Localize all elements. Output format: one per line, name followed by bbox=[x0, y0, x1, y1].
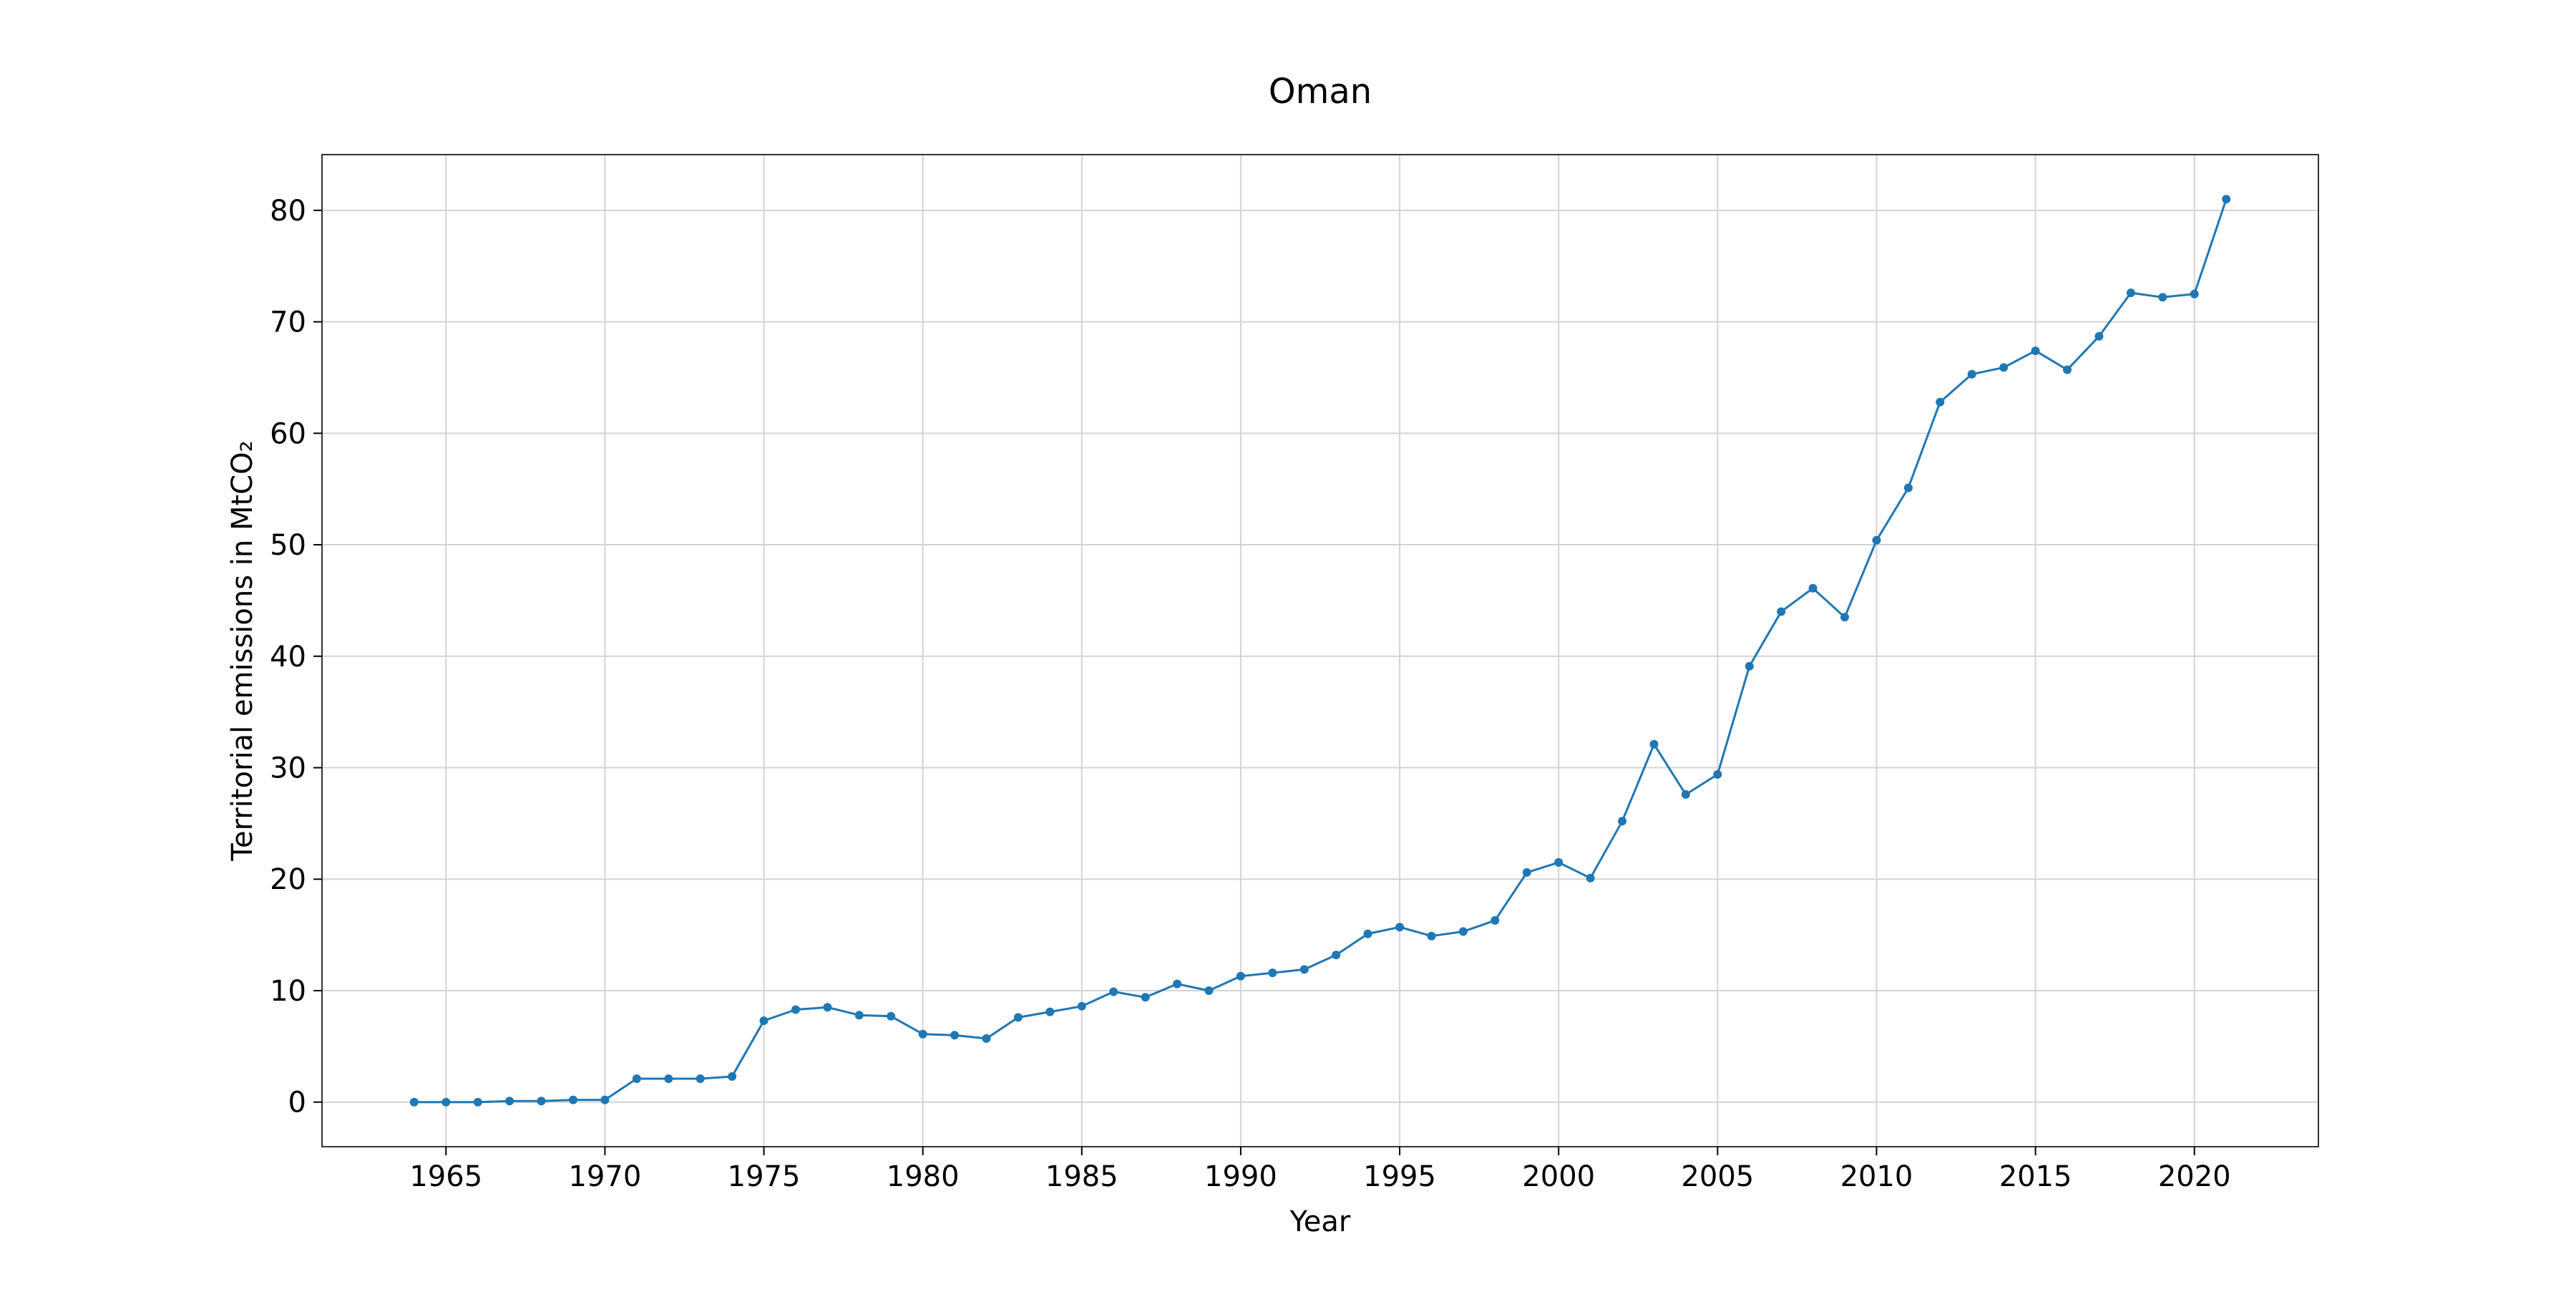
y-tick-label: 50 bbox=[270, 529, 306, 562]
x-tick-label: 2005 bbox=[1681, 1160, 1754, 1193]
data-point bbox=[887, 1011, 896, 1021]
data-point bbox=[1491, 915, 1500, 925]
data-point bbox=[1204, 986, 1214, 995]
data-point bbox=[1299, 965, 1309, 974]
data-point bbox=[2190, 289, 2199, 298]
data-point bbox=[2094, 331, 2104, 341]
x-tick-label: 1995 bbox=[1363, 1160, 1436, 1193]
data-point bbox=[569, 1095, 577, 1104]
x-tick-label: 1980 bbox=[887, 1160, 960, 1193]
data-point bbox=[982, 1034, 991, 1043]
data-point bbox=[1363, 929, 1372, 938]
data-point bbox=[1141, 993, 1150, 1002]
data-point bbox=[1013, 1013, 1023, 1022]
x-tick-label: 2000 bbox=[1522, 1160, 1595, 1193]
grid bbox=[322, 155, 2318, 1147]
data-point bbox=[696, 1074, 705, 1083]
x-axis-label: Year bbox=[1289, 1205, 1351, 1238]
data-point bbox=[854, 1011, 864, 1020]
data-point bbox=[1586, 873, 1595, 883]
data-point bbox=[2222, 195, 2231, 204]
y-tick-label: 20 bbox=[270, 863, 306, 896]
data-point bbox=[1903, 483, 1913, 492]
data-point bbox=[1554, 858, 1563, 867]
y-tick-label: 70 bbox=[270, 306, 306, 339]
data-point bbox=[1236, 971, 1245, 981]
y-tick-label: 0 bbox=[288, 1087, 306, 1119]
series bbox=[409, 195, 2231, 1107]
plot-area-border bbox=[321, 154, 2319, 1147]
data-point bbox=[1618, 817, 1627, 826]
data-point bbox=[1268, 968, 1277, 978]
data-point bbox=[1649, 739, 1659, 749]
data-point bbox=[600, 1095, 610, 1104]
data-point bbox=[1045, 1007, 1055, 1016]
data-point bbox=[1840, 613, 1849, 622]
data-point bbox=[1967, 369, 1976, 379]
data-point bbox=[537, 1097, 546, 1106]
y-tick-label: 10 bbox=[270, 975, 306, 1008]
data-point bbox=[1999, 363, 2009, 372]
x-tick-label: 1970 bbox=[568, 1160, 641, 1193]
series-line bbox=[414, 198, 2228, 1104]
y-tick-label: 30 bbox=[270, 752, 306, 785]
x-tick-label: 1965 bbox=[409, 1160, 482, 1193]
data-point bbox=[1173, 979, 1182, 989]
data-point bbox=[918, 1029, 927, 1039]
data-point bbox=[791, 1005, 800, 1014]
data-point bbox=[664, 1074, 673, 1083]
data-point bbox=[1109, 987, 1118, 996]
data-point bbox=[473, 1097, 482, 1107]
x-tick-label: 1990 bbox=[1204, 1160, 1277, 1193]
y-tick-label: 40 bbox=[270, 641, 306, 674]
y-tick-label: 60 bbox=[270, 417, 306, 450]
data-point bbox=[1745, 661, 1754, 671]
data-point bbox=[823, 1003, 832, 1012]
y-tick-label: 80 bbox=[270, 195, 306, 228]
x-tick-label: 2015 bbox=[1999, 1160, 2072, 1193]
data-point bbox=[2031, 346, 2040, 356]
data-point bbox=[1077, 1001, 1086, 1011]
data-point bbox=[1332, 951, 1341, 960]
data-point bbox=[2126, 288, 2135, 298]
data-point bbox=[950, 1031, 960, 1040]
data-point bbox=[505, 1097, 514, 1106]
data-point bbox=[1808, 583, 1818, 593]
y-axis-label: Territorial emissions in MtCO₂ bbox=[226, 440, 259, 861]
data-point bbox=[759, 1016, 769, 1025]
data-point bbox=[1681, 790, 1690, 799]
data-point bbox=[632, 1074, 641, 1083]
data-point bbox=[2063, 365, 2072, 374]
data-point bbox=[1522, 868, 1531, 877]
x-tick-label: 1985 bbox=[1045, 1160, 1118, 1193]
data-point bbox=[1395, 923, 1405, 932]
data-point bbox=[1777, 607, 1786, 616]
data-point bbox=[1936, 397, 1945, 407]
data-point bbox=[1872, 535, 1881, 545]
data-point bbox=[2158, 293, 2167, 302]
axis-ticks: 1965 1970 1975 1980 1985 1990 1995 2000 2005 2010… bbox=[270, 195, 2231, 1193]
data-point bbox=[728, 1072, 737, 1081]
x-tick-label: 1975 bbox=[728, 1160, 801, 1193]
x-tick-label: 2010 bbox=[1840, 1160, 1913, 1193]
x-tick-label: 2020 bbox=[2158, 1160, 2231, 1193]
data-point bbox=[441, 1097, 451, 1107]
data-point bbox=[1713, 769, 1722, 779]
chart-title: Oman bbox=[1269, 72, 1372, 112]
data-point bbox=[409, 1097, 419, 1107]
data-point bbox=[1427, 931, 1436, 941]
data-point bbox=[1458, 927, 1468, 936]
